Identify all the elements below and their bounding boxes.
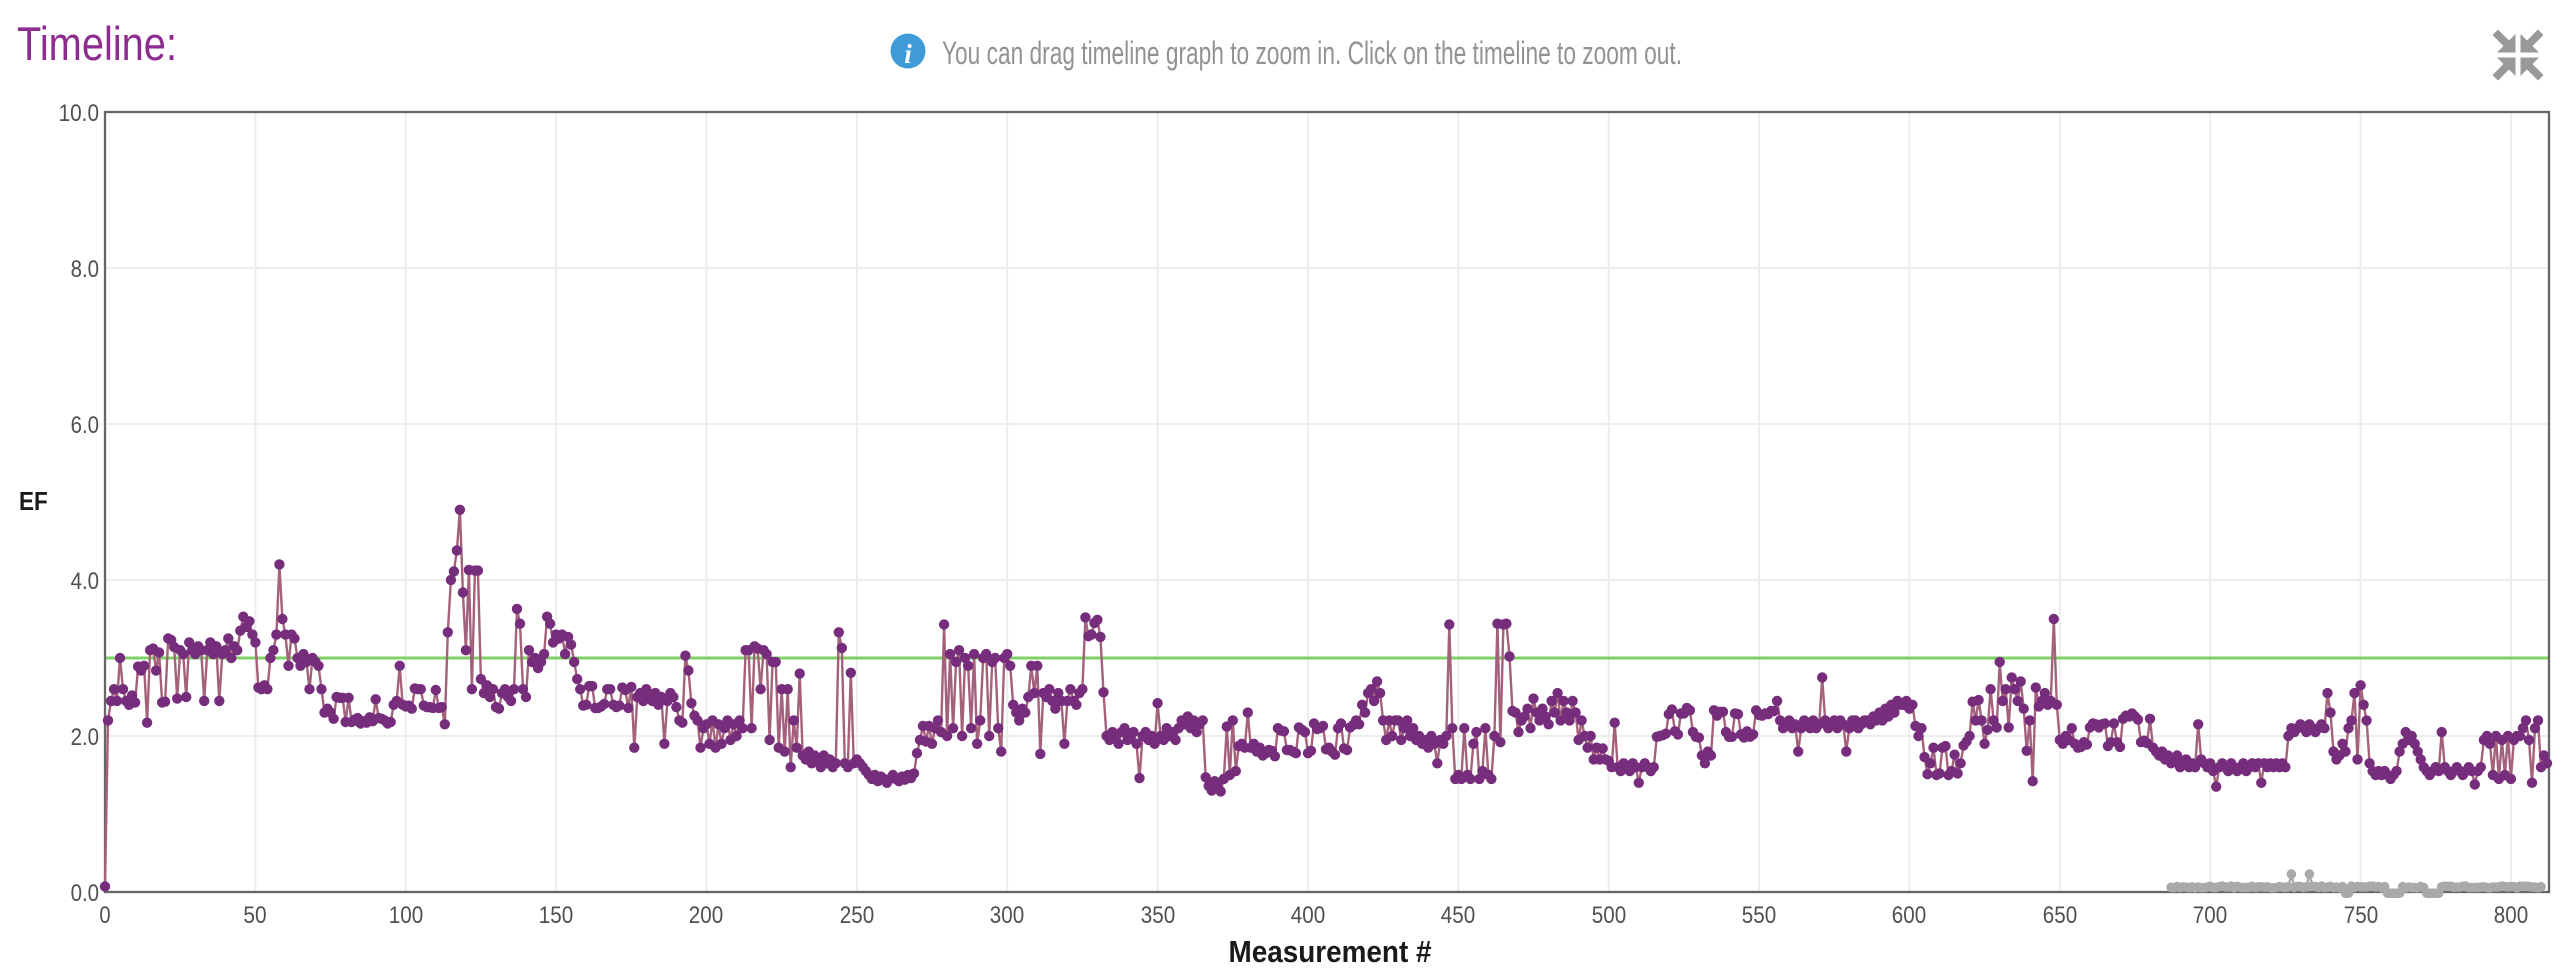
svg-text:50: 50 xyxy=(243,902,266,929)
svg-text:500: 500 xyxy=(1592,902,1626,929)
svg-text:150: 150 xyxy=(539,902,573,929)
svg-text:700: 700 xyxy=(2193,902,2227,929)
svg-text:EF: EF xyxy=(19,486,48,516)
svg-text:8.0: 8.0 xyxy=(71,256,99,283)
svg-text:800: 800 xyxy=(2494,902,2528,929)
svg-text:Measurement #: Measurement # xyxy=(1229,934,1432,969)
svg-text:350: 350 xyxy=(1141,902,1175,929)
svg-text:10.0: 10.0 xyxy=(59,100,99,127)
svg-text:600: 600 xyxy=(1892,902,1926,929)
svg-text:100: 100 xyxy=(389,902,423,929)
svg-text:450: 450 xyxy=(1441,902,1475,929)
svg-text:4.0: 4.0 xyxy=(71,568,99,595)
svg-text:You can drag timeline graph to: You can drag timeline graph to zoom in. … xyxy=(942,35,1682,71)
svg-text:550: 550 xyxy=(1742,902,1776,929)
svg-text:750: 750 xyxy=(2344,902,2378,929)
svg-text:2.0: 2.0 xyxy=(71,724,99,751)
svg-text:0: 0 xyxy=(99,902,110,929)
svg-text:650: 650 xyxy=(2043,902,2077,929)
svg-text:Timeline:: Timeline: xyxy=(17,17,177,70)
svg-text:200: 200 xyxy=(689,902,723,929)
svg-text:300: 300 xyxy=(990,902,1024,929)
svg-text:250: 250 xyxy=(840,902,874,929)
svg-text:400: 400 xyxy=(1291,902,1325,929)
svg-text:6.0: 6.0 xyxy=(71,412,99,439)
svg-text:i: i xyxy=(904,39,912,69)
svg-text:0.0: 0.0 xyxy=(71,880,99,907)
